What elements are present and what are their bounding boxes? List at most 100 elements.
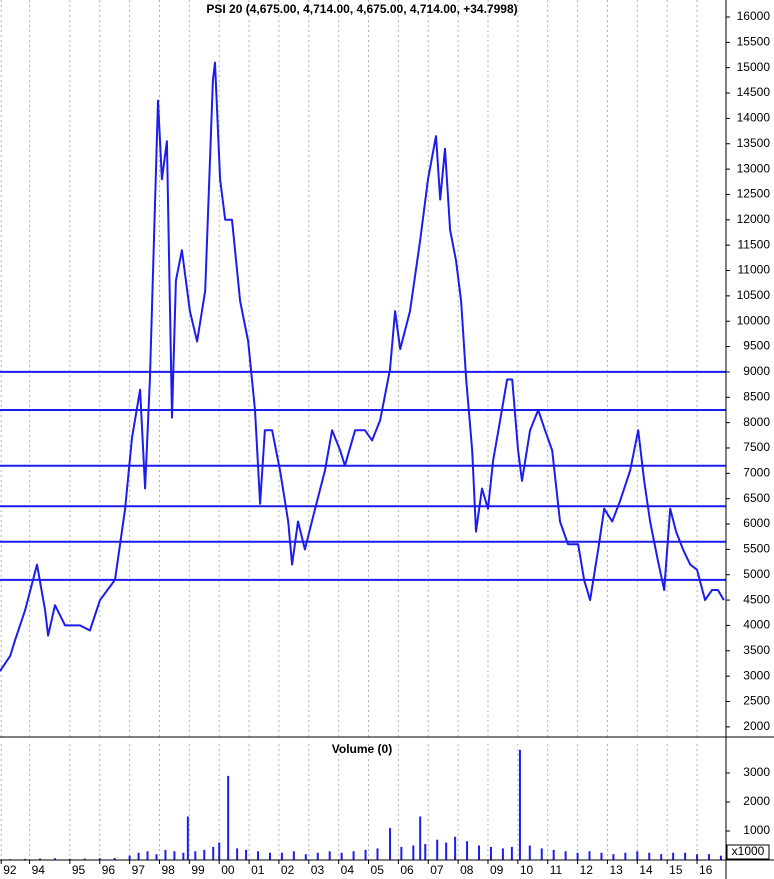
volume-bar — [146, 851, 149, 860]
y-tick-label: 13500 — [737, 136, 771, 150]
y-tick-label: 5500 — [743, 542, 770, 556]
volume-bar — [257, 851, 260, 860]
y-tick-label: 5000 — [743, 567, 770, 581]
y-tick-label: 2000 — [743, 719, 770, 733]
volume-bar — [400, 846, 403, 860]
y-tick-label: 2500 — [743, 694, 770, 708]
volume-bar — [612, 854, 615, 860]
y-tick-label: 1000 — [743, 823, 770, 837]
volume-bar — [182, 852, 185, 860]
y-tick-label: 6000 — [743, 516, 770, 530]
x-tick-label: 06 — [400, 863, 414, 877]
chart-title: PSI 20 (4,675.00, 4,714.00, 4,675.00, 4,… — [206, 2, 517, 16]
price-line — [0, 61, 725, 672]
volume-bar — [53, 858, 56, 860]
volume-bar — [707, 854, 710, 860]
volume-bar — [203, 849, 206, 860]
y-tick-label: 8500 — [743, 389, 770, 403]
volume-bar — [280, 852, 283, 860]
x-tick-label: 98 — [161, 863, 175, 877]
volume-bar — [696, 854, 699, 860]
volume-bar — [39, 858, 42, 860]
y-tick-label: 3000 — [743, 765, 770, 779]
volume-bar — [304, 854, 307, 860]
volume-bar — [424, 844, 427, 860]
volume-bar — [412, 845, 415, 860]
volume-bar — [212, 846, 215, 860]
volume-bar — [376, 848, 379, 860]
x-tick-label: 14 — [639, 863, 653, 877]
volume-bar — [98, 858, 101, 860]
volume-bar — [552, 849, 555, 860]
volume-bar — [137, 852, 140, 860]
volume-bar — [194, 851, 197, 860]
volume-bar — [113, 857, 116, 860]
y-tick-label: 3500 — [743, 643, 770, 657]
y-tick-label: 12000 — [737, 212, 771, 226]
x-tick-label: 11 — [550, 863, 563, 877]
y-tick-label: 11000 — [738, 263, 771, 277]
x-tick-label: 97 — [132, 863, 146, 877]
volume-bar — [352, 851, 355, 860]
x-tick-label: 01 — [251, 863, 265, 877]
volume-bar — [268, 852, 271, 860]
y-tick-label: 7500 — [743, 440, 770, 454]
volume-bar — [128, 855, 131, 860]
y-tick-label: 9000 — [743, 364, 770, 378]
volume-bar — [489, 846, 492, 860]
y-tick-label: 8000 — [743, 415, 770, 429]
x-tick-label: 00 — [221, 863, 235, 877]
x-tick-label: 05 — [371, 863, 385, 877]
x-tick-label: 12 — [580, 863, 594, 877]
volume-bar — [510, 846, 513, 860]
unit-label: x1000 — [732, 844, 765, 858]
y-tick-label: 4000 — [743, 618, 770, 632]
y-tick-label: 2000 — [743, 794, 770, 808]
x-tick-label: 94 — [32, 863, 46, 877]
volume-bar — [660, 854, 663, 860]
y-tick-label: 12500 — [737, 187, 771, 201]
x-tick-label: 92 — [3, 863, 17, 877]
y-tick-label: 11500 — [738, 237, 771, 251]
volume-bar — [672, 852, 675, 860]
y-tick-label: 6500 — [743, 491, 770, 505]
volume-bar — [540, 848, 543, 860]
volume-bar — [600, 852, 603, 860]
volume-bar — [155, 854, 158, 860]
volume-bar — [436, 839, 439, 860]
volume-title: Volume (0) — [332, 742, 392, 756]
x-tick-label: 15 — [669, 863, 683, 877]
volume-bar — [419, 816, 422, 860]
volume-bar — [24, 858, 27, 860]
volume-bar — [164, 849, 167, 860]
y-tick-label: 10500 — [737, 288, 771, 302]
volume-bar — [83, 858, 86, 860]
volume-bar — [478, 845, 481, 860]
volume-bar — [454, 836, 457, 860]
volume-bar — [236, 848, 239, 860]
y-tick-label: 4500 — [743, 592, 770, 606]
x-tick-label: 13 — [609, 863, 623, 877]
volume-bar — [445, 842, 448, 860]
volume-bar — [68, 858, 71, 860]
plot-layer — [0, 61, 725, 860]
volume-bar — [389, 828, 392, 860]
volume-bar — [218, 842, 221, 860]
grid-layer — [0, 0, 730, 860]
x-tick-label: 95 — [72, 863, 86, 877]
x-tick-label: 04 — [341, 863, 355, 877]
volume-bar — [173, 851, 176, 860]
y-tick-label: 15000 — [737, 60, 771, 74]
volume-bar — [719, 855, 722, 860]
y-tick-label: 7000 — [743, 466, 770, 480]
y-tick-label: 14500 — [737, 85, 771, 99]
y-tick-label: 14000 — [737, 111, 771, 125]
volume-bar — [528, 845, 531, 860]
y-tick-label: 10000 — [737, 313, 771, 327]
volume-bar — [316, 852, 319, 860]
volume-bar — [518, 749, 521, 860]
unit-box — [726, 844, 770, 860]
x-tick-label: 96 — [102, 863, 116, 877]
